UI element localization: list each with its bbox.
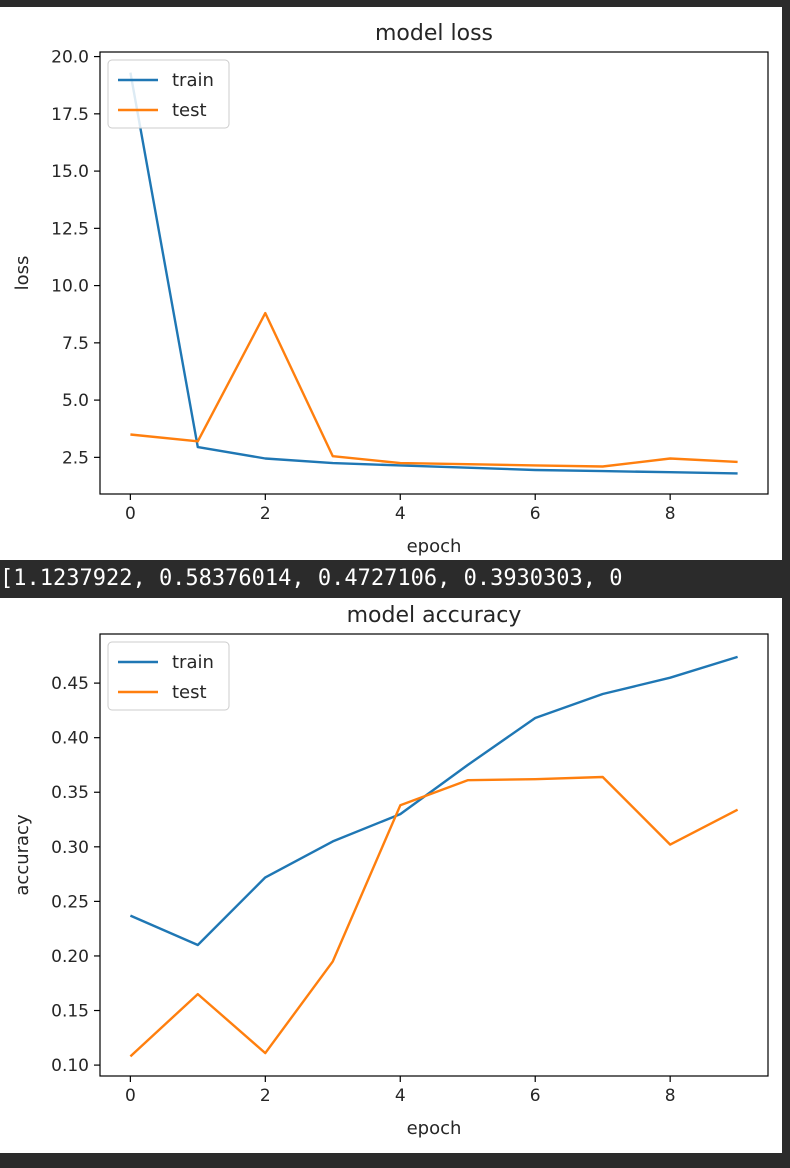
loss-y-tick-label: 5.0 xyxy=(62,391,89,411)
loss-x-tick-label: 0 xyxy=(125,504,136,524)
loss-chart-panel: model loss 0 2 4 6 8 2.5 5.0 7.5 10.0 12.5 15.0 17.5… xyxy=(0,7,782,560)
loss-x-tick-label: 6 xyxy=(530,504,541,524)
accuracy-y-tick-label: 0.15 xyxy=(51,1002,89,1022)
loss-series-test-line xyxy=(130,311,738,468)
accuracy-y-axis-label: accuracy xyxy=(12,814,33,896)
accuracy-series-train-line xyxy=(129,655,738,947)
accuracy-y-tick-label: 0.45 xyxy=(51,674,89,694)
loss-x-tick-label: 4 xyxy=(395,504,406,524)
loss-y-tick-label: 10.0 xyxy=(51,277,89,297)
output-text: [1.1237922, 0.58376014, 0.4727106, 0.393… xyxy=(0,562,790,596)
loss-y-tick-label: 17.5 xyxy=(51,105,89,125)
accuracy-legend-label-test: test xyxy=(172,682,207,703)
loss-y-tick-label: 15.0 xyxy=(51,162,89,182)
accuracy-series-test-line xyxy=(129,775,739,1058)
accuracy-y-tick-label: 0.40 xyxy=(51,729,89,749)
loss-y-tick-label: 12.5 xyxy=(51,219,89,239)
loss-series-train-line xyxy=(129,72,738,475)
loss-chart-title: model loss xyxy=(375,21,493,46)
accuracy-y-tick-label: 0.25 xyxy=(51,892,89,912)
loss-legend-label-train: train xyxy=(172,70,214,91)
loss-x-tick-label: 8 xyxy=(665,504,676,524)
accuracy-x-axis-label: epoch xyxy=(407,1118,462,1139)
loss-chart: model loss 0 2 4 6 8 2.5 5.0 7.5 10.0 12.5 15.0 17.5… xyxy=(12,21,769,557)
loss-y-tick-label: 2.5 xyxy=(62,448,89,468)
accuracy-chart-panel: model accuracy 0 2 4 6 8 0.10 0.15 0.20 0.25 0.30 0… xyxy=(0,598,782,1153)
loss-x-axis-label: epoch xyxy=(407,536,462,557)
accuracy-chart-title: model accuracy xyxy=(347,603,522,628)
accuracy-x-tick-label: 0 xyxy=(125,1086,136,1106)
accuracy-y-tick-label: 0.30 xyxy=(51,838,89,858)
loss-y-tick-label: 7.5 xyxy=(62,334,89,354)
accuracy-x-tick-label: 6 xyxy=(530,1086,541,1106)
accuracy-y-tick-label: 0.10 xyxy=(51,1056,89,1076)
loss-x-tick-label: 2 xyxy=(260,504,271,524)
accuracy-y-tick-label: 0.35 xyxy=(51,783,89,803)
accuracy-x-tick-label: 8 xyxy=(665,1086,676,1106)
accuracy-legend-label-train: train xyxy=(172,652,214,673)
accuracy-chart: model accuracy 0 2 4 6 8 0.10 0.15 0.20 0.25 0.30 0… xyxy=(12,603,769,1139)
loss-y-tick-label: 20.0 xyxy=(51,48,89,68)
loss-y-axis-label: loss xyxy=(12,256,33,291)
accuracy-x-tick-label: 4 xyxy=(395,1086,406,1106)
loss-plot-frame xyxy=(99,51,769,495)
accuracy-y-tick-label: 0.20 xyxy=(51,947,89,967)
accuracy-legend: train test xyxy=(107,641,230,711)
accuracy-plot-frame xyxy=(99,633,769,1077)
loss-legend-label-test: test xyxy=(172,100,207,121)
accuracy-x-tick-label: 2 xyxy=(260,1086,271,1106)
loss-legend: train test xyxy=(107,59,230,129)
